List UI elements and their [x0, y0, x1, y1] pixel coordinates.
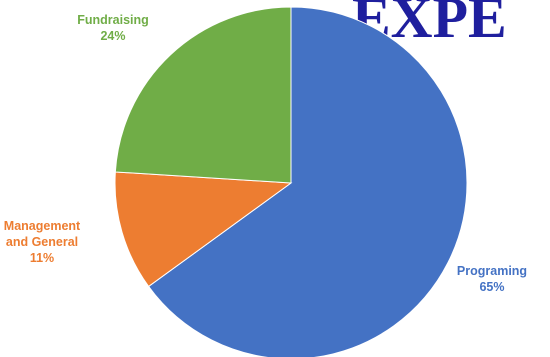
slice-label-line: Management: [4, 219, 81, 233]
pie-slice-fundraising: [114, 6, 292, 184]
slice-label-line: 11%: [30, 251, 54, 265]
slice-label-line: 24%: [100, 29, 125, 43]
slice-label-line: and General: [6, 235, 78, 249]
pie-slice-programing: [147, 6, 468, 357]
slice-label-programing: Programing 65%: [457, 264, 527, 294]
pie-slice-management-and-general: [114, 171, 293, 288]
slice-label-fundraising: Fundraising 24%: [77, 13, 149, 43]
slice-label-line: Programing: [457, 264, 527, 278]
slice-label-management-and-general: Management and General 11%: [4, 219, 81, 265]
slice-label-line: 65%: [479, 280, 504, 294]
slice-label-line: Fundraising: [77, 13, 149, 27]
